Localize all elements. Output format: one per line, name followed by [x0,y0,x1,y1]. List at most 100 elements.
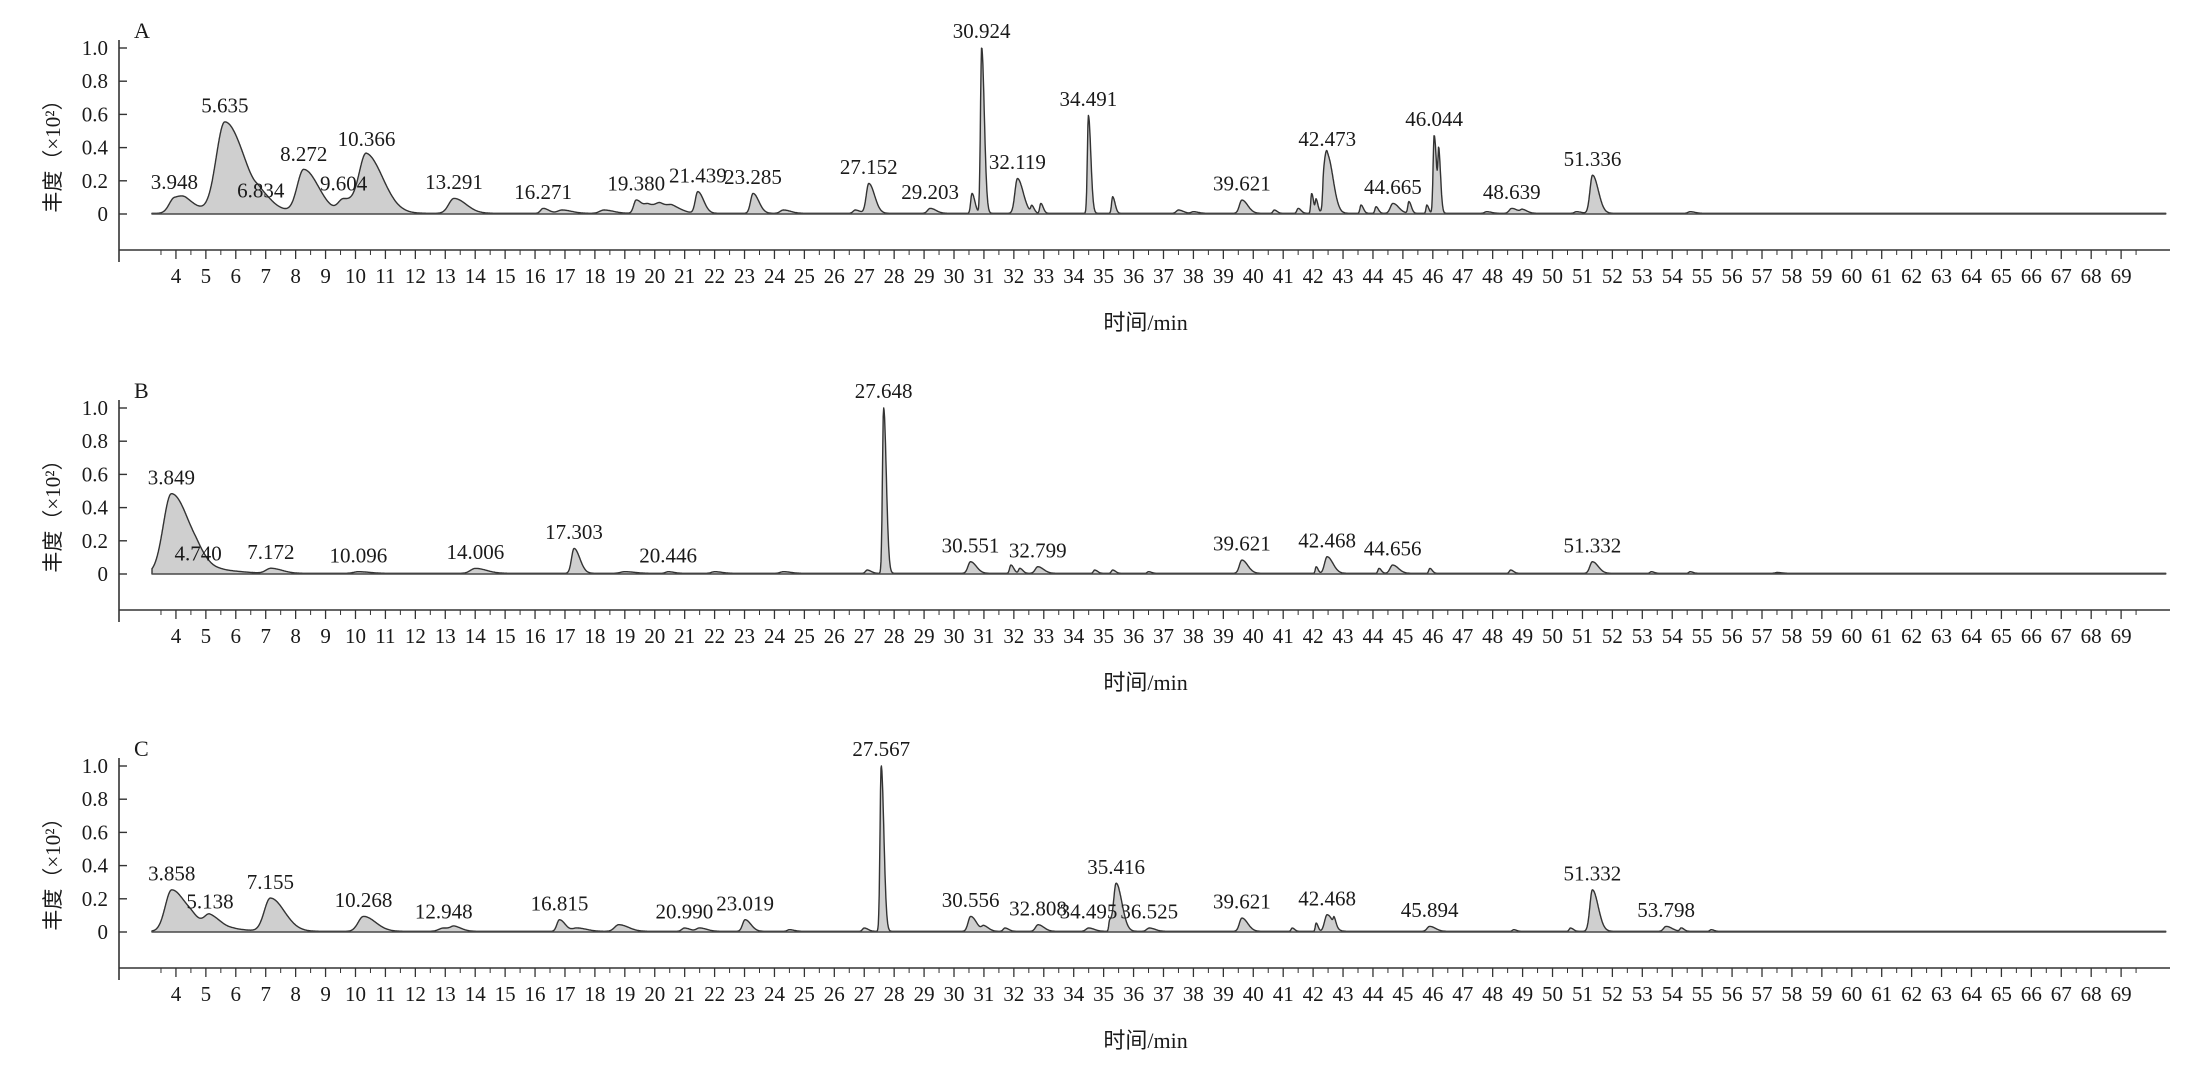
x-tick-label: 26 [824,624,845,648]
peak-label: 34.495 [1060,900,1118,924]
x-tick-label: 65 [1991,982,2012,1006]
x-tick-label: 51 [1572,624,1593,648]
x-tick-label: 14 [465,264,487,288]
x-tick-label: 68 [2081,264,2102,288]
y-tick-label: 0.2 [82,169,108,193]
x-tick-label: 60 [1841,624,1862,648]
x-tick-label: 32 [1003,264,1024,288]
peak-label: 44.656 [1364,537,1422,561]
x-tick-label: 23 [734,624,755,648]
panel-label: A [134,18,150,43]
x-tick-label: 29 [914,982,935,1006]
x-tick-label: 15 [495,264,516,288]
x-tick-label: 50 [1542,624,1563,648]
x-tick-label: 16 [525,624,546,648]
x-tick-label: 5 [201,982,212,1006]
x-tick-label: 9 [320,264,331,288]
y-tick-label: 0.8 [82,69,108,93]
x-tick-label: 30 [944,264,965,288]
x-tick-label: 45 [1392,982,1413,1006]
peak-label: 13.291 [425,170,483,194]
x-tick-label: 5 [201,264,212,288]
y-tick-label: 1.0 [82,36,108,60]
x-tick-label: 25 [794,264,815,288]
x-tick-label: 7 [260,982,271,1006]
y-tick-label: 0.8 [82,429,108,453]
x-tick-label: 57 [1752,982,1773,1006]
peak-label: 32.119 [989,150,1046,174]
peak-label: 12.948 [415,900,473,924]
x-tick-label: 58 [1781,982,1802,1006]
x-tick-label: 43 [1333,264,1354,288]
x-tick-label: 66 [2021,264,2042,288]
peak-label: 4.740 [174,542,221,566]
x-tick-label: 55 [1692,982,1713,1006]
x-tick-label: 54 [1662,624,1684,648]
chromatogram-panel-c: C00.20.40.60.81.0丰度（×10²）4 5 6 7 8 9 10 11 12 13 1… [41,736,2170,1053]
x-tick-label: 52 [1602,982,1623,1006]
peak-label: 7.155 [247,870,294,894]
peak-label: 32.799 [1009,538,1067,562]
x-tick-label: 26 [824,982,845,1006]
x-tick-label: 34 [1063,264,1085,288]
x-axis-title: 时间/min [1103,310,1187,335]
y-tick-label: 0 [98,562,109,586]
chromatogram-panel-b: B00.20.40.60.81.0丰度（×10²）4 5 6 7 8 9 10 11 12 13 1… [41,378,2170,695]
x-tick-label: 52 [1602,264,1623,288]
x-tick-label: 44 [1362,264,1384,288]
x-tick-label: 19 [614,982,635,1006]
x-tick-label: 50 [1542,264,1563,288]
x-tick-label: 44 [1362,982,1384,1006]
x-tick-label: 11 [375,982,395,1006]
x-tick-label: 63 [1931,264,1952,288]
peak-label: 8.272 [280,142,327,166]
x-tick-label: 4 [171,264,182,288]
x-tick-label: 6 [231,982,242,1006]
x-tick-label: 56 [1722,624,1743,648]
x-tick-label: 14 [465,624,487,648]
x-tick-label: 10 [345,264,366,288]
x-tick-label: 39 [1213,624,1234,648]
x-tick-label: 52 [1602,624,1623,648]
y-tick-label: 1.0 [82,396,108,420]
peak-label: 3.849 [148,465,195,489]
y-tick-label: 0.4 [82,854,109,878]
peak-label: 39.621 [1213,532,1271,556]
x-tick-label: 41 [1273,982,1294,1006]
x-tick-label: 7 [260,264,271,288]
x-tick-label: 48 [1482,264,1503,288]
x-tick-label: 40 [1243,624,1264,648]
x-tick-label: 37 [1153,264,1174,288]
x-tick-label: 36 [1123,982,1144,1006]
x-tick-label: 43 [1333,982,1354,1006]
peak-label: 17.303 [545,520,603,544]
x-tick-label: 47 [1452,264,1473,288]
x-tick-label: 57 [1752,264,1773,288]
x-tick-label: 16 [525,264,546,288]
x-tick-label: 38 [1183,982,1204,1006]
x-tick-label: 69 [2111,264,2132,288]
x-tick-label: 53 [1632,982,1653,1006]
x-tick-label: 68 [2081,624,2102,648]
peak-label: 21.439 [669,163,727,187]
peak-label: 3.858 [148,862,195,886]
peak-label: 10.366 [338,127,396,151]
x-tick-label: 32 [1003,624,1024,648]
x-tick-label: 31 [973,264,994,288]
y-tick-label: 0.2 [82,529,108,553]
x-tick-label: 18 [584,264,605,288]
x-tick-label: 59 [1811,264,1832,288]
x-tick-label: 55 [1692,264,1713,288]
peak-label: 35.416 [1087,855,1145,879]
x-tick-label: 41 [1273,264,1294,288]
peak-label: 16.271 [514,180,572,204]
x-tick-label: 47 [1452,624,1473,648]
x-tick-label: 64 [1961,982,1983,1006]
x-tick-label: 27 [854,264,875,288]
x-tick-label: 42 [1303,624,1324,648]
peak-label: 53.798 [1637,898,1695,922]
x-tick-label: 28 [884,264,905,288]
peak-label: 42.468 [1298,528,1356,552]
x-tick-label: 13 [435,264,456,288]
